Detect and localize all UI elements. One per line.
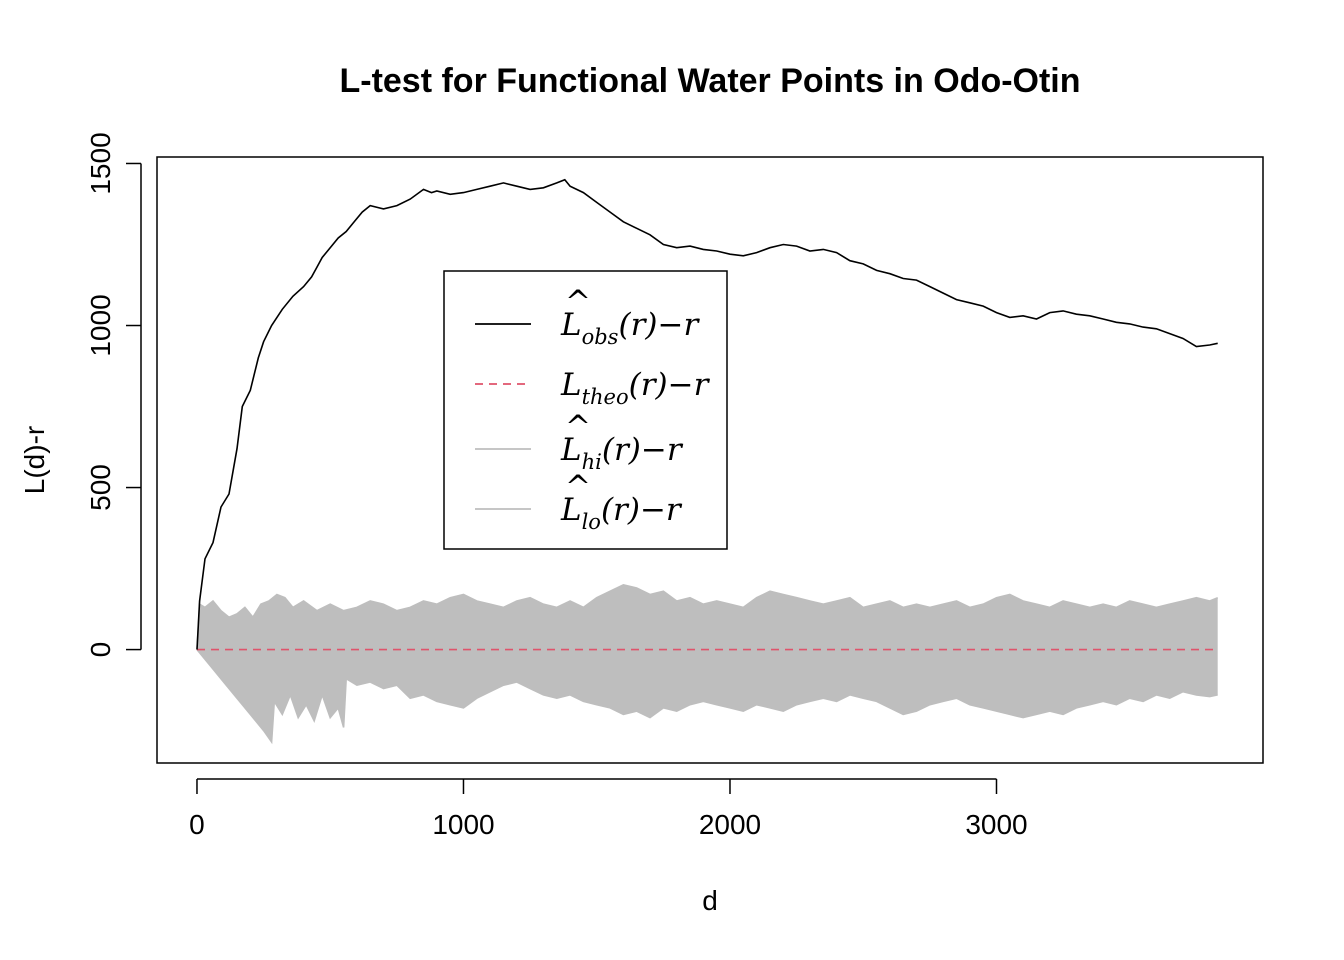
chart-title: L-test for Functional Water Points in Od… — [339, 62, 1080, 100]
legend-hat-hi: ^ — [565, 409, 591, 445]
y-tick-label: 1500 — [85, 132, 116, 194]
x-tick-label: 2000 — [699, 809, 761, 840]
legend-hat-lo: ^ — [565, 469, 591, 505]
legend-label-lo: Llo(r)−r — [560, 492, 683, 534]
series-hi-line — [196, 583, 1219, 650]
y-tick-label: 0 — [85, 642, 116, 658]
x-tick-label: 3000 — [965, 809, 1027, 840]
x-tick-label: 0 — [189, 809, 205, 840]
legend-label-obs: Lobs(r)−r — [560, 307, 700, 349]
x-tick-label: 1000 — [432, 809, 494, 840]
y-axis-label: L(d)-r — [19, 426, 50, 494]
legend-box — [443, 270, 728, 550]
legend-label-theo: Ltheo(r)−r — [560, 367, 711, 409]
legend-label-hi: Lhi(r)−r — [560, 432, 684, 474]
legend-hat-obs: ^ — [565, 284, 591, 320]
plot-area — [196, 178, 1219, 745]
y-axis: 0 500 1000 1500 — [85, 132, 142, 658]
plot-frame — [156, 156, 1264, 764]
envelope-band — [197, 584, 1218, 742]
x-axis-label: d — [702, 885, 718, 916]
series-obs-line — [196, 178, 1218, 650]
y-tick-label: 1000 — [85, 294, 116, 356]
x-axis: 0 1000 2000 3000 — [189, 778, 1028, 840]
series-lo-line — [196, 649, 1218, 745]
y-tick-label: 500 — [85, 464, 116, 511]
